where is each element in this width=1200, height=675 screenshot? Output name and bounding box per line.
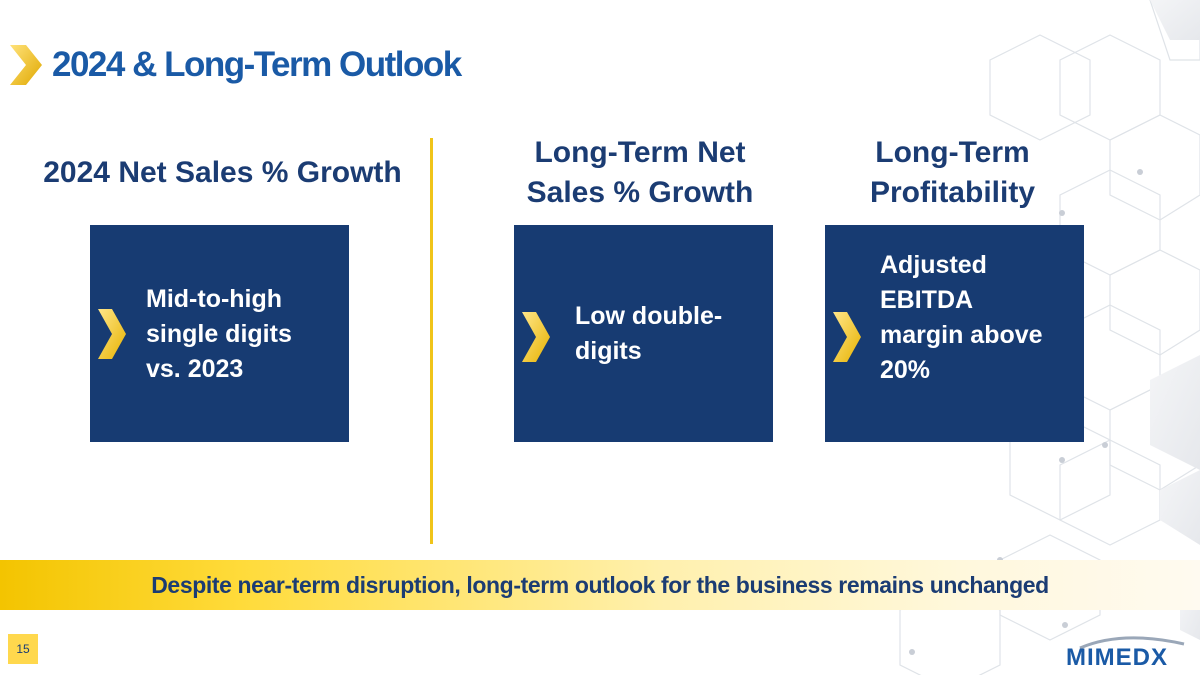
heading-line: Sales % Growth — [526, 176, 754, 209]
outlook-box-text: Adjusted EBITDA margin above 20% — [880, 248, 1080, 388]
outlook-box-text: Mid-to-high single digits vs. 2023 — [146, 282, 346, 387]
chevron-right-icon — [10, 45, 42, 85]
heading-line: Long-Term Net — [534, 136, 746, 169]
box-line: EBITDA — [880, 286, 974, 314]
chevron-right-icon — [522, 312, 550, 362]
box-line: single digits — [146, 320, 292, 348]
column-heading-2024-text: 2024 Net Sales % Growth — [43, 156, 402, 189]
box-line: Adjusted — [880, 251, 987, 279]
chevron-right-icon — [833, 312, 861, 362]
column-heading-2024: 2024 Net Sales % Growth — [30, 153, 415, 193]
slide-title: 2024 & Long-Term Outlook — [52, 45, 462, 84]
box-line: Low double- — [575, 302, 723, 330]
box-line: digits — [575, 337, 642, 365]
outlook-box-text: Low double- digits — [575, 299, 770, 369]
logo-text: MIMEDX — [1066, 644, 1168, 671]
outlook-box-profitability: Adjusted EBITDA margin above 20% — [825, 225, 1084, 442]
logo-arc-icon — [1079, 636, 1185, 650]
box-line: Mid-to-high — [146, 285, 283, 313]
box-line: margin above — [880, 321, 1043, 349]
heading-line: Long-Term — [875, 136, 1030, 169]
page-number: 15 — [8, 634, 38, 664]
column-heading-long-term-growth: Long-Term Net Sales % Growth — [495, 133, 785, 213]
heading-line: Profitability — [869, 176, 1035, 209]
box-line: vs. 2023 — [146, 355, 244, 383]
slide-header: 2024 & Long-Term Outlook — [8, 40, 462, 90]
outlook-box-long-term-growth: Low double- digits — [514, 225, 773, 442]
takeaway-banner: Despite near-term disruption, long-term … — [0, 560, 1200, 610]
mimedx-logo: MIMEDX — [1052, 630, 1192, 672]
vertical-divider — [430, 138, 433, 544]
chevron-right-icon — [98, 309, 126, 359]
column-heading-profitability: Long-Term Profitability — [810, 133, 1095, 213]
outlook-box-2024: Mid-to-high single digits vs. 2023 — [90, 225, 349, 442]
box-line: 20% — [880, 356, 931, 384]
takeaway-text: Despite near-term disruption, long-term … — [151, 571, 1049, 598]
